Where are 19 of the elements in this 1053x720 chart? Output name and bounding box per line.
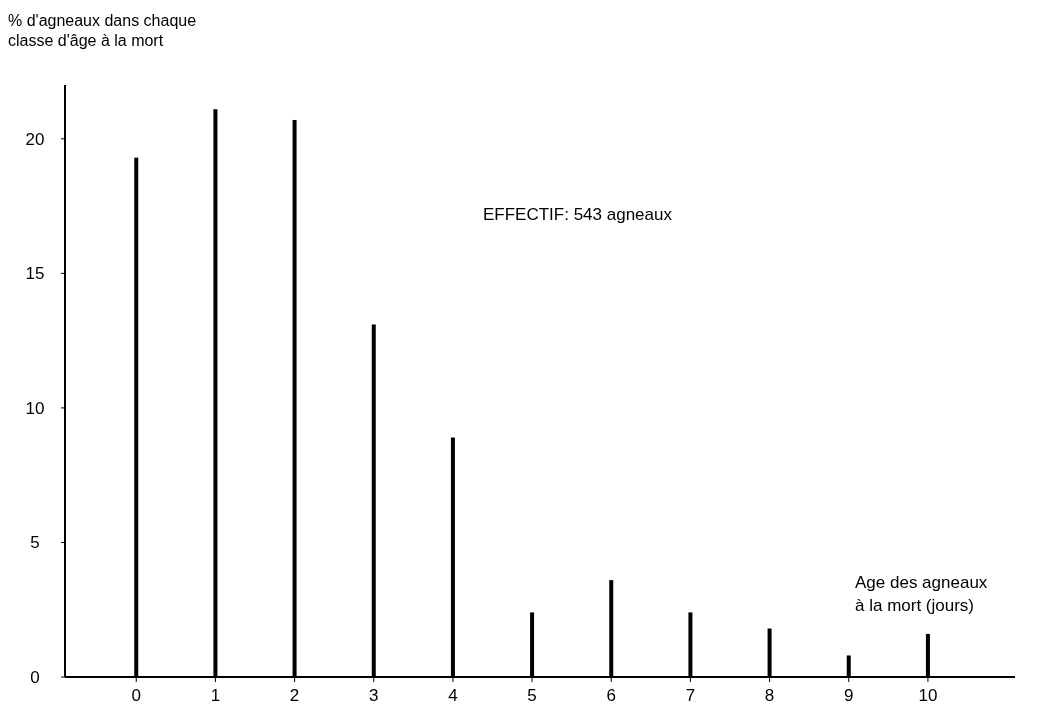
x-axis-title: Age des agneaux à la mort (jours) [855, 573, 988, 615]
y-tick-label: 0 [30, 667, 40, 687]
x-tick-label: 10 [918, 686, 938, 705]
y-tick-label: 20 [25, 129, 45, 149]
x-tick-label: 2 [289, 686, 300, 705]
x-tick-label: 6 [606, 686, 616, 705]
y-tick-label: 10 [25, 398, 45, 418]
x-tick-label: 8 [764, 686, 775, 705]
y-tick-label: 5 [30, 533, 40, 553]
y-axis-title: % d'agneaux dans chaque classe d'âge à la mort [8, 12, 197, 49]
x-tick-label: 0 [131, 686, 141, 705]
x-tick-label: 7 [685, 686, 696, 705]
y-tick-label: 15 [25, 264, 45, 284]
x-tick-label: 5 [527, 686, 537, 705]
x-tick-label: 4 [448, 686, 458, 705]
x-tick-label: 3 [369, 686, 379, 705]
x-tick-label: 1 [210, 686, 221, 705]
x-tick-label: 9 [844, 686, 854, 705]
annotation: EFFECTIF: 543 agneaux [483, 205, 673, 224]
